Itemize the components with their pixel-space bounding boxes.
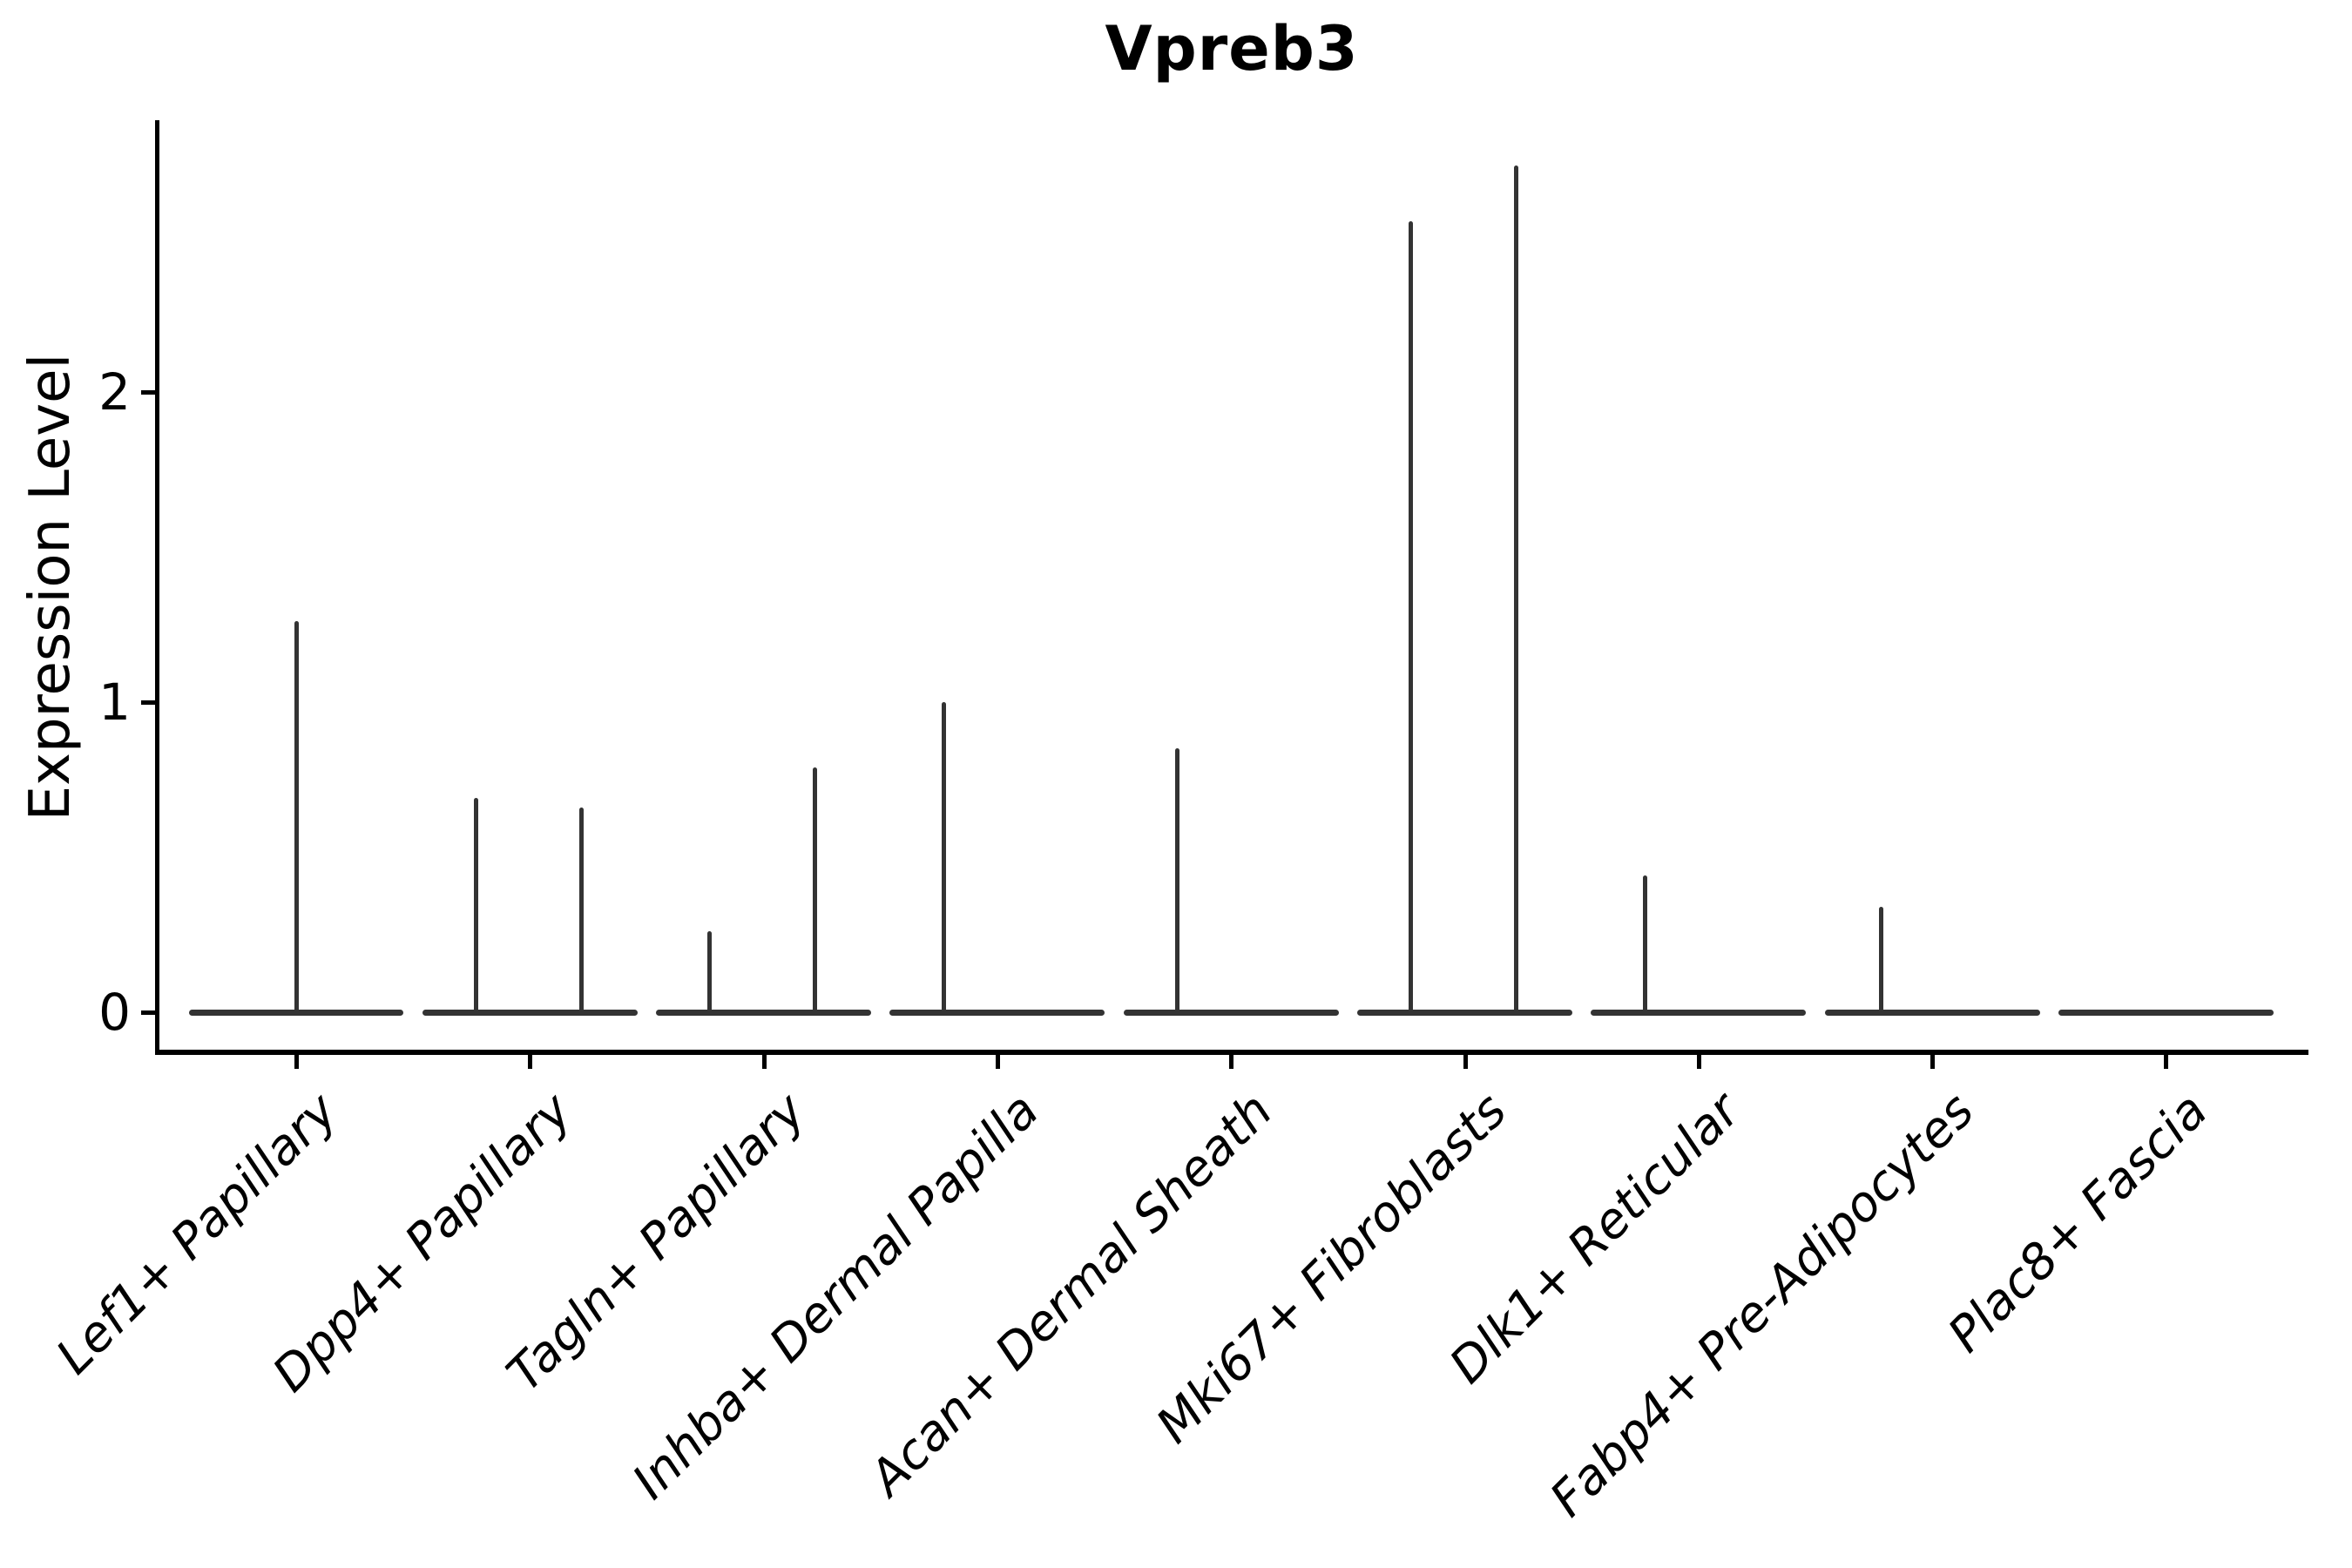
violin-spike [474,798,479,1015]
y-axis-label: Expression Level [18,353,83,821]
violin-spike [707,931,713,1015]
violin-spike [1174,748,1179,1015]
x-tick-label-text: Acan+ Dermal Sheath [859,1082,1284,1507]
x-tick [1696,1055,1701,1069]
x-axis-spine [155,1050,2308,1055]
y-axis-label-wrap: Expression Level [18,121,83,1053]
violin-spike [294,621,299,1015]
x-tick [761,1055,767,1069]
violin-baseline [656,1009,871,1016]
x-tick [1229,1055,1234,1069]
y-tick-label: 2 [98,362,131,422]
y-tick-label: 1 [98,672,131,732]
violin-spike [578,808,584,1015]
y-tick [141,1010,155,1015]
violin-baseline [2058,1009,2274,1016]
y-tick-label: 0 [98,983,131,1042]
violin-baseline [889,1009,1105,1016]
x-tick [995,1055,1000,1069]
violin-baseline [1123,1009,1339,1016]
y-axis-spine [155,120,159,1055]
violin-spike [1514,166,1519,1015]
y-tick [141,390,155,395]
violin-baseline [1824,1009,2040,1016]
x-tick [294,1055,299,1069]
x-tick [2164,1055,2169,1069]
x-tick [1930,1055,1936,1069]
y-tick [141,700,155,705]
violin-spike [1409,221,1414,1015]
violin-spike [1642,875,1647,1015]
chart-title: Vpreb3 [1105,13,1359,84]
violin-baseline [1591,1009,1807,1016]
x-tick-label-text: Inhba+ Dermal Papilla [622,1082,1051,1511]
violin-baseline [1357,1009,1572,1016]
x-tick [1463,1055,1468,1069]
x-tick [528,1055,533,1069]
violin-spike [1878,906,1883,1015]
violin-spike [941,702,946,1015]
violin-baseline [422,1009,638,1016]
x-tick-label-text: Fabp4+ Pre-Adipocytes [1539,1082,1985,1528]
violin-spike [813,767,818,1015]
